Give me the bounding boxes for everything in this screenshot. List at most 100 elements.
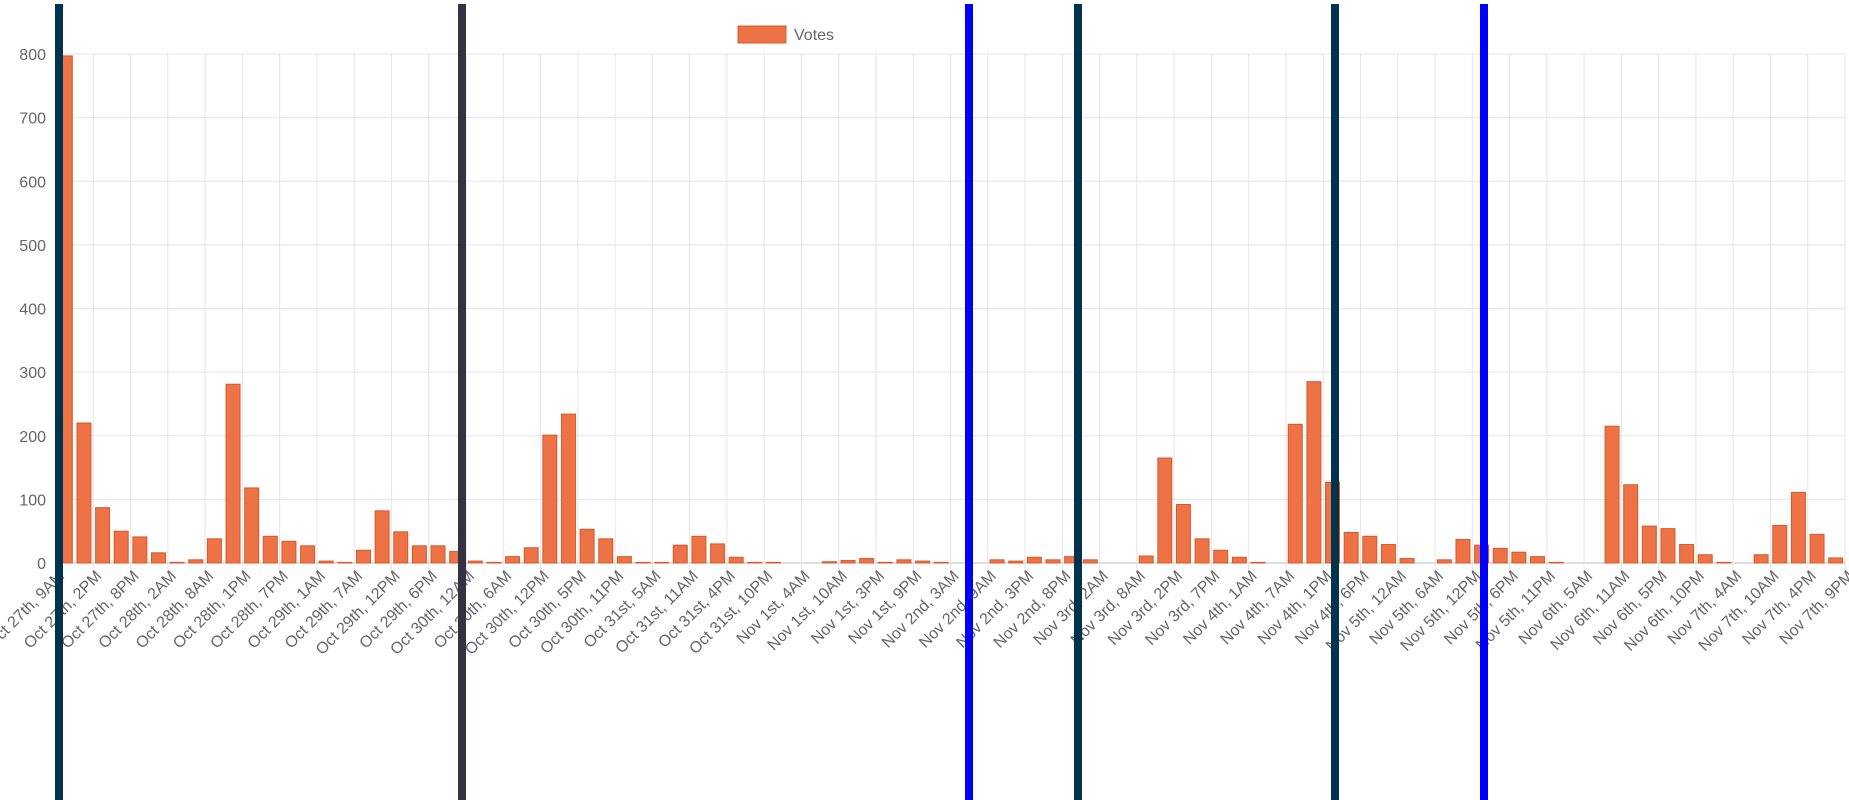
bar — [262, 535, 278, 564]
bar — [560, 413, 576, 564]
bar — [821, 561, 837, 564]
bar — [1697, 554, 1713, 564]
bar — [1809, 533, 1825, 564]
bar — [188, 559, 204, 564]
bar — [374, 510, 390, 564]
bar — [542, 434, 558, 564]
bar — [337, 561, 353, 564]
bar — [933, 561, 949, 564]
bar — [1753, 554, 1769, 564]
bar — [169, 561, 185, 564]
y-tick-label: 800 — [19, 47, 46, 64]
bar — [1679, 544, 1695, 564]
bar — [1492, 547, 1508, 564]
y-tick-label: 700 — [19, 111, 46, 128]
bar — [1250, 561, 1266, 564]
bar — [728, 556, 744, 564]
bar-layer — [57, 55, 1844, 564]
divider-bar — [55, 4, 63, 800]
bar — [1380, 544, 1396, 564]
y-tick-label: 0 — [37, 556, 46, 573]
bar — [1362, 535, 1378, 564]
bar — [151, 552, 166, 564]
grid-layer — [55, 53, 1846, 571]
bar — [654, 561, 670, 564]
divider-layer — [55, 4, 1488, 800]
bar — [840, 559, 856, 564]
bar — [1194, 538, 1210, 564]
bar — [244, 487, 260, 564]
bar — [1436, 559, 1452, 564]
bar — [1287, 423, 1303, 564]
bar — [95, 507, 111, 564]
bar — [300, 545, 316, 564]
legend-label: Votes — [794, 27, 834, 44]
bar — [989, 559, 1005, 564]
bar — [896, 559, 912, 564]
bar — [1660, 528, 1676, 564]
bar — [225, 383, 241, 564]
bar — [635, 561, 651, 564]
bar — [1399, 558, 1415, 564]
bar — [486, 561, 502, 564]
bar — [672, 544, 688, 564]
bar — [132, 536, 148, 564]
bar — [1790, 491, 1806, 564]
bar — [747, 561, 763, 564]
bar — [1306, 381, 1322, 564]
divider-bar — [1480, 4, 1488, 800]
bar — [859, 558, 875, 564]
bar — [1157, 457, 1173, 564]
bar — [1045, 559, 1061, 564]
bar — [579, 528, 595, 564]
bar — [915, 560, 931, 564]
bar — [1026, 556, 1042, 564]
bar — [430, 545, 446, 564]
bar — [523, 547, 539, 564]
y-tick-label: 100 — [19, 492, 46, 509]
bar — [1828, 557, 1844, 564]
bar — [206, 538, 222, 564]
bar — [1548, 561, 1564, 564]
divider-bar — [1074, 4, 1082, 800]
divider-bar — [1331, 4, 1339, 800]
bar — [1213, 549, 1229, 564]
bar — [1511, 551, 1527, 564]
y-tick-label: 400 — [19, 302, 46, 319]
legend-swatch — [737, 25, 787, 44]
bar — [281, 540, 297, 564]
bar — [765, 561, 781, 564]
bar — [318, 560, 334, 564]
bar — [1343, 531, 1359, 564]
bar — [1455, 538, 1471, 564]
bar — [467, 560, 483, 564]
y-tick-label: 500 — [19, 238, 46, 255]
bar — [113, 530, 129, 564]
bar — [1772, 524, 1788, 564]
y-tick-label: 200 — [19, 429, 46, 446]
legend[interactable]: Votes — [737, 25, 834, 44]
divider-bar — [458, 4, 466, 800]
y-tick-label: 300 — [19, 365, 46, 382]
bar — [411, 545, 427, 564]
bar — [1604, 425, 1620, 564]
bar — [1623, 484, 1639, 564]
bar — [1175, 503, 1191, 564]
bar — [1716, 561, 1732, 564]
bar — [393, 531, 409, 564]
bar — [598, 538, 614, 564]
bar — [1008, 560, 1024, 564]
bar — [1231, 556, 1247, 564]
bar — [877, 561, 893, 564]
bar — [505, 556, 521, 564]
bar — [1641, 525, 1657, 564]
bar — [1138, 555, 1154, 564]
bar — [355, 549, 371, 564]
bar — [691, 535, 707, 564]
divider-bar — [965, 4, 973, 800]
bar — [616, 556, 632, 564]
y-tick-label: 600 — [19, 174, 46, 191]
